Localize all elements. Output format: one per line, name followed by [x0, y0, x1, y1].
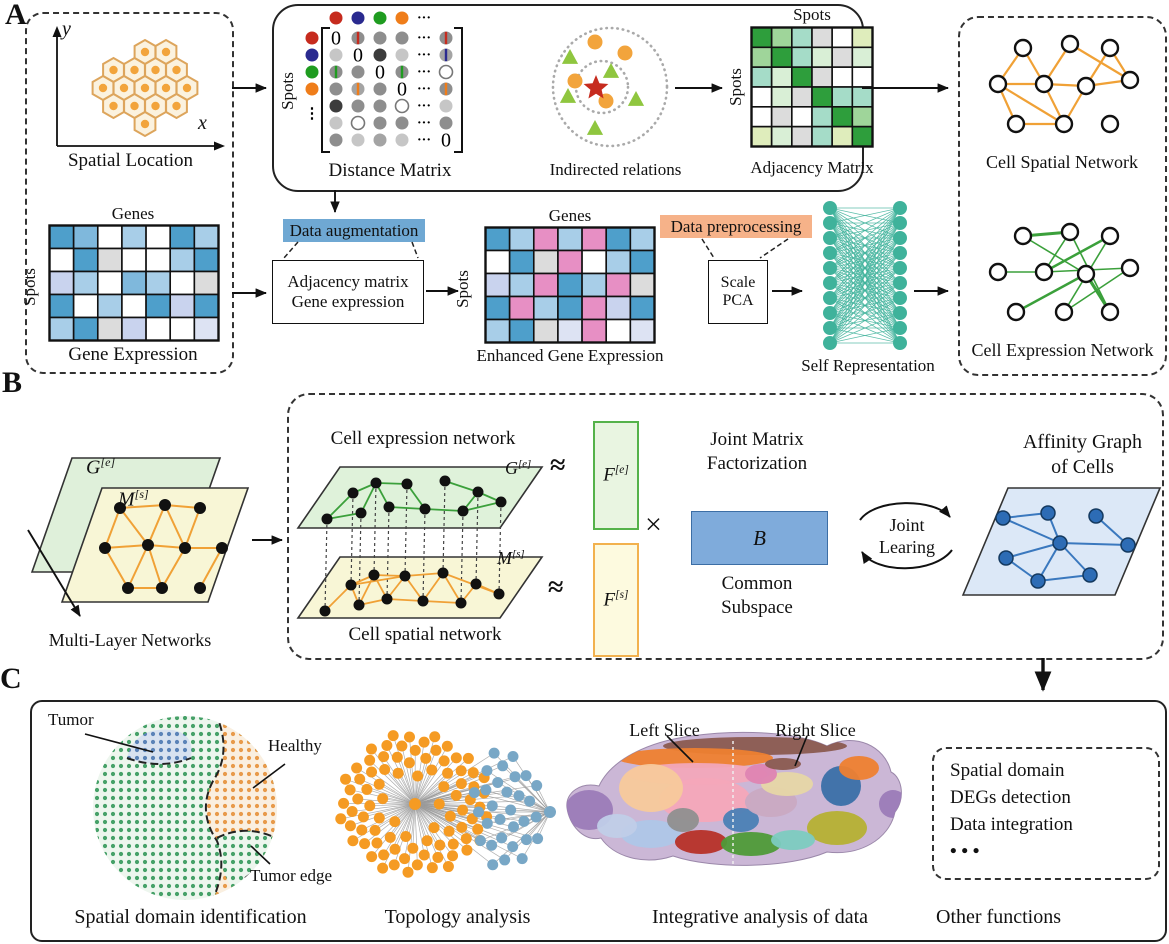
tumor-edge-label: Tumor edge: [250, 866, 333, 885]
svg-text:···: ···: [417, 65, 431, 80]
pca-line: PCA: [722, 292, 754, 309]
gene-expression-matrix: [48, 224, 220, 342]
multi-layer-caption: Multi-Layer Networks: [48, 630, 212, 650]
b-matrix: B: [691, 511, 828, 565]
enhanced-caption: Enhanced Gene Expression: [476, 346, 664, 365]
left-slice-label: Left Slice: [629, 720, 700, 740]
other-item-1: Spatial domain: [950, 760, 1065, 781]
affinity-graph-title: Affinity Graph of Cells: [1022, 431, 1143, 478]
expr-network-title: Cell expression network: [330, 428, 516, 449]
spatial-location-figure: [52, 26, 225, 151]
other-item-2: DEGs detection: [950, 787, 1071, 808]
other-functions-list: Spatial domain DEGs detection Data integ…: [950, 757, 1150, 865]
brain-slices-figure: [566, 731, 902, 866]
cell-spatial-network-figure: [988, 34, 1140, 134]
cell-spatial-network-caption: Cell Spatial Network: [986, 152, 1138, 172]
spatial-domain-caption: Spatial domain identification: [74, 906, 307, 928]
indirected-relations-figure: [551, 26, 669, 148]
multi-layer-networks-figure: [30, 457, 250, 603]
svg-text:0: 0: [397, 79, 407, 101]
networks-dashed-box: [958, 16, 1167, 376]
spatial-location-caption: Spatial Location: [67, 150, 194, 171]
jmf-title: Joint Matrix Factorization: [706, 429, 808, 474]
adjacency-matrix-figure: [750, 26, 874, 148]
section-b-label: B: [2, 366, 23, 399]
f-s-matrix: F[s]: [593, 543, 639, 657]
gene-expression-caption: Gene Expression: [68, 344, 198, 365]
genes-axis-label: Genes: [111, 204, 155, 223]
svg-text:⋮: ⋮: [305, 106, 320, 122]
self-representation-figure: [823, 201, 907, 350]
input-data-dashed-box: [25, 12, 234, 374]
y-axis-label: y: [62, 18, 71, 40]
spat-layer-tag: M[s]: [497, 548, 525, 568]
distance-matrix-caption: Distance Matrix: [328, 160, 452, 181]
svg-text:···: ···: [417, 99, 431, 114]
right-slice-label: Right Slice: [775, 720, 856, 740]
affinity-graph-figure: [961, 487, 1162, 596]
aug-box-line1: Adjacency matrix: [287, 272, 409, 291]
svg-text:···: ···: [417, 133, 431, 148]
svg-text:0: 0: [441, 130, 451, 152]
spots-axis-label: Spots: [20, 268, 40, 306]
data-augmentation-tag: Data augmentation: [283, 219, 425, 242]
svg-text:···: ···: [417, 82, 431, 97]
distance-matrix-figure: ··· ⋮ 0 ··· 0 ··· 0 ··· 0 ··· ··· ··· ··· 0: [305, 11, 463, 153]
svg-text:···: ···: [417, 116, 431, 131]
g-layer-tag: G[e]: [86, 455, 116, 479]
spat-network-title: Cell spatial network: [348, 624, 502, 645]
cell-expression-network-caption: Cell Expression Network: [971, 340, 1154, 360]
other-functions-box: [932, 747, 1160, 880]
self-representation-caption: Self Representation: [801, 356, 935, 375]
topology-analysis-figure: [335, 730, 556, 878]
topology-caption: Topology analysis: [384, 906, 531, 928]
other-item-4: • • •: [950, 841, 980, 862]
scale-pca-box: Scale PCA: [708, 260, 768, 324]
section-a-label: A: [5, 0, 27, 31]
enhanced-genes-label: Genes: [548, 206, 592, 225]
m-layer-tag: M[s]: [118, 487, 149, 511]
x-axis-label: x: [198, 112, 207, 134]
tumor-label: Tumor: [48, 710, 94, 729]
aug-box-line2: Gene expression: [291, 292, 405, 311]
approx-symbol-2: ≈: [548, 572, 564, 603]
indirected-relations-caption: Indirected relations: [549, 160, 682, 179]
integrative-caption: Integrative analysis of data: [651, 906, 869, 928]
adjacency-matrix-caption: Adjacency Matrix: [750, 158, 874, 177]
joint-learning-caption: Joint Learing: [879, 515, 935, 557]
applications-box: [30, 700, 1167, 942]
approx-symbol-1: ≈: [550, 450, 566, 481]
f-e-matrix: F[e]: [593, 421, 639, 530]
spatial-domain-figure: [84, 716, 286, 900]
other-item-3: Data integration: [950, 814, 1073, 835]
adjacency-spots-top-label: Spots: [793, 5, 831, 24]
svg-text:···: ···: [417, 48, 431, 63]
svg-text:0: 0: [375, 62, 385, 84]
data-preprocessing-tag: Data preprocessing: [660, 215, 812, 238]
enhanced-gene-expression-matrix: [484, 226, 656, 344]
healthy-label: Healthy: [268, 736, 322, 755]
expr-layer-tag: G[e]: [505, 458, 532, 478]
factorization-dashed-box: [287, 393, 1164, 660]
enhanced-spots-label: Spots: [453, 270, 473, 308]
svg-text:0: 0: [353, 45, 363, 67]
section-c-label: C: [0, 662, 22, 695]
adjacency-gene-box: Adjacency matrix Gene expression: [272, 260, 424, 324]
other-functions-caption: Other functions: [936, 906, 1061, 928]
svg-text:···: ···: [417, 31, 431, 46]
svg-text:···: ···: [417, 11, 431, 26]
times-symbol: ×: [645, 508, 662, 541]
common-subspace-caption: Common Subspace: [721, 573, 793, 618]
adjacency-spots-left-label: Spots: [726, 68, 746, 106]
two-layer-networks-figure: [296, 466, 544, 619]
cell-expression-network-figure: [988, 222, 1140, 322]
svg-text:0: 0: [331, 28, 341, 50]
scale-line: Scale: [720, 274, 756, 291]
